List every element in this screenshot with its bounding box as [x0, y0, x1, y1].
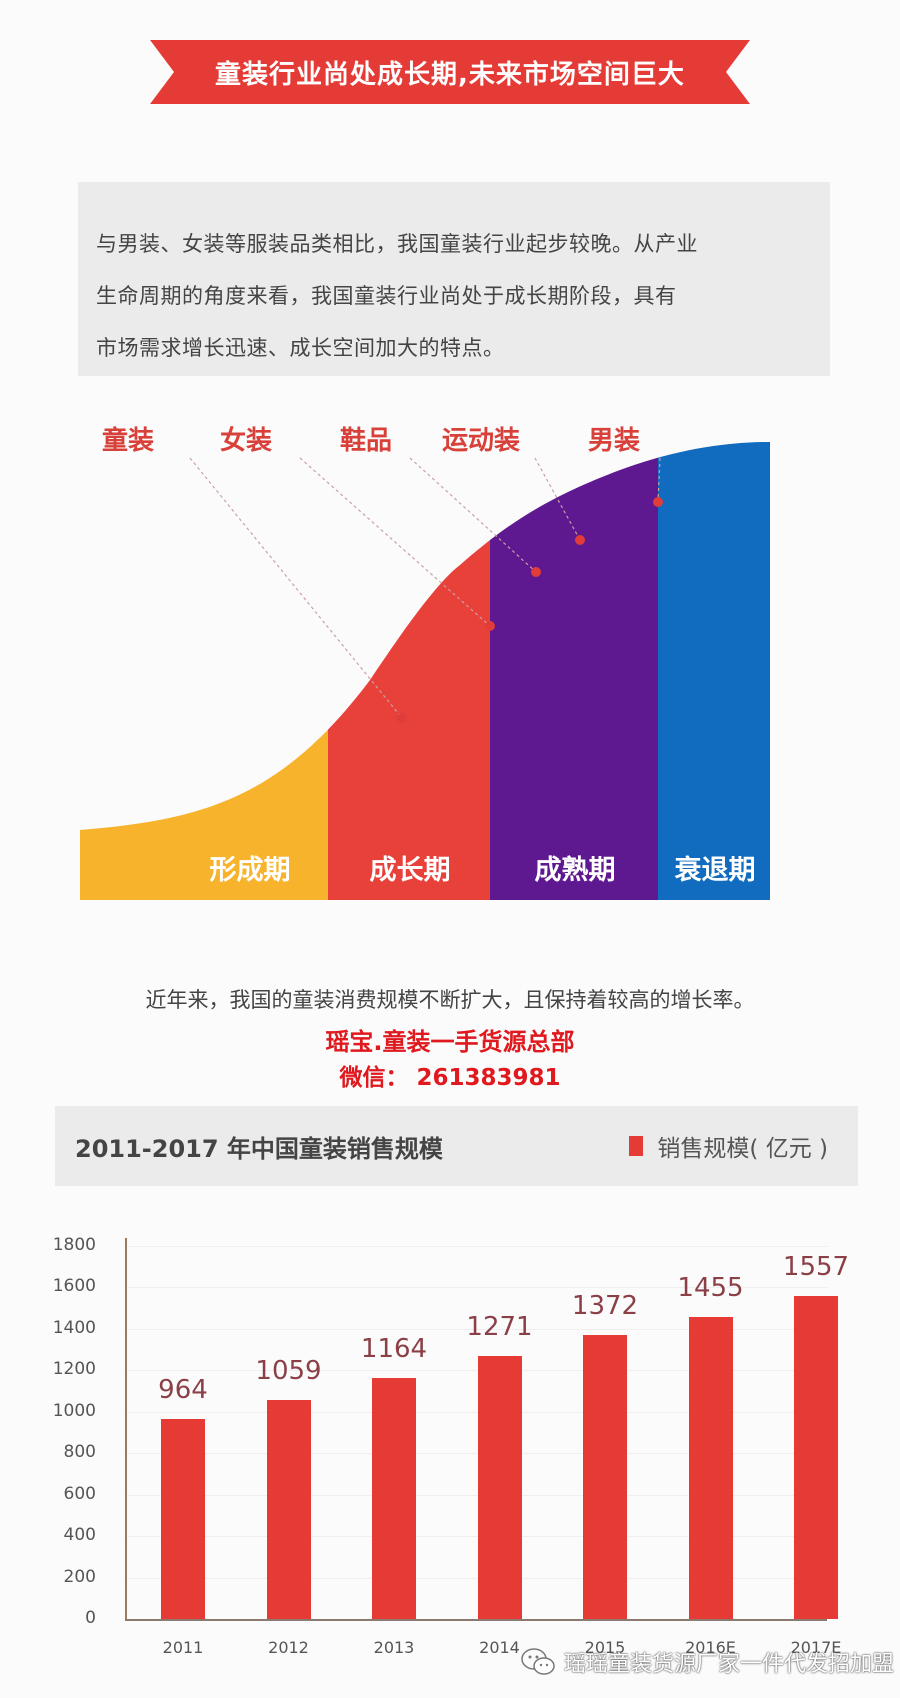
category-label-kids: 童装 [102, 426, 155, 456]
y-tick-label: 200 [63, 1566, 96, 1587]
gridline [127, 1287, 827, 1289]
bar-2016E [688, 1317, 733, 1619]
y-tick-label: 800 [63, 1442, 96, 1463]
bar-2015 [583, 1334, 627, 1619]
gridline [127, 1328, 827, 1330]
bar-value-label: 1557 [782, 1252, 850, 1283]
category-label-shoes: 鞋品 [340, 426, 393, 456]
gridline [127, 1536, 827, 1538]
bar-value-label: 1164 [360, 1333, 428, 1364]
gridline [127, 1494, 827, 1496]
bar-value-label: 1059 [255, 1355, 322, 1386]
x-tick-label: 2015 [584, 1638, 626, 1657]
promo-wechat: 微信： 261383981 [339, 1065, 561, 1091]
gridline [127, 1577, 827, 1579]
stage-decline: 衰退期 [674, 855, 756, 886]
watermark-text: 瑶瑶童装货源厂家一件代发招加盟 [564, 1652, 895, 1677]
bar-chart-header: 2011-2017 年中国童装销售规模 销售规模( 亿元 ) [55, 1106, 858, 1186]
y-tick-label: 1800 [52, 1235, 96, 1255]
legend-label: 销售规模( 亿元 ) [657, 1136, 828, 1162]
x-tick-label: 2012 [268, 1638, 309, 1657]
wechat-icon [521, 1648, 555, 1675]
intro-line-1: 与男装、女装等服装品类相比，我国童装行业起步较晚。从产业 [96, 232, 698, 256]
y-tick-label: 400 [63, 1525, 96, 1546]
gridline [127, 1370, 827, 1372]
category-label-women: 女装 [220, 426, 273, 456]
bar-value-label: 964 [158, 1375, 208, 1406]
gridline [127, 1453, 827, 1455]
stage-formation: 形成期 [209, 855, 291, 886]
intro-box: 与男装、女装等服装品类相比，我国童装行业起步较晚。从产业 生命周期的角度来看，我… [78, 182, 830, 376]
bar-value-label: 1372 [571, 1290, 639, 1321]
chart-legend: 销售规模( 亿元 ) [629, 1129, 828, 1163]
title-banner: 童装行业尚处成长期,未来市场空间巨大 [150, 40, 750, 104]
bar-value-label: 1455 [677, 1273, 744, 1304]
y-tick-label: 1000 [52, 1400, 96, 1421]
y-tick-label: 1200 [52, 1359, 96, 1380]
x-tick-label: 2013 [373, 1638, 415, 1657]
stage-growth: 成长期 [369, 855, 451, 886]
y-tick-label: 1600 [52, 1276, 96, 1297]
gridline [127, 1411, 827, 1413]
bar-2013 [372, 1377, 416, 1619]
y-tick-label: 0 [85, 1608, 96, 1628]
y-axis [125, 1238, 127, 1620]
legend-swatch-icon [629, 1136, 644, 1156]
x-tick-label: 2017E [790, 1638, 842, 1657]
x-tick-label: 2014 [479, 1638, 520, 1657]
stage-maturity: 成熟期 [534, 855, 616, 886]
x-axis [125, 1619, 827, 1621]
growth-statement: 近年来，我国的童装消费规模不断扩大，且保持着较高的增长率。 [145, 988, 755, 1012]
bar-2011 [161, 1419, 205, 1619]
x-tick-label: 2011 [162, 1638, 204, 1657]
wechat-watermark: 瑶瑶童装货源厂家一件代发招加盟 [520, 1646, 894, 1678]
category-label-sportswear: 运动装 [442, 426, 521, 456]
promo-brand: 瑶宝.童装一手货源总部 [325, 1028, 575, 1056]
bar-2012 [266, 1399, 311, 1619]
bar-value-label: 1271 [466, 1311, 533, 1342]
intro-line-2: 生命周期的角度来看，我国童装行业尚处于成长期阶段，具有 [96, 284, 677, 308]
y-tick-label: 600 [63, 1483, 96, 1504]
y-tick-label: 1400 [52, 1317, 96, 1338]
sales-bar-chart: 1800 1600 1400 1200 1000 800 600 400 200 0 964 2011… [0, 1200, 900, 1698]
x-tick-label: 2016E [685, 1638, 736, 1657]
chart-title: 2011-2017 年中国童装销售规模 [75, 1134, 443, 1163]
banner-title: 童装行业尚处成长期,未来市场空间巨大 [215, 59, 685, 90]
lifecycle-chart: 童装 女装 鞋品 运动装 男装 形成期 成长期 成熟期 衰退期 [80, 420, 840, 900]
intro-line-3: 市场需求增长迅速、成长空间加大的特点。 [96, 336, 505, 360]
bar-2017E [794, 1296, 838, 1619]
gridline [127, 1246, 827, 1247]
bar-2014 [477, 1355, 522, 1619]
lifecycle-curve-graphic [80, 442, 770, 900]
category-label-men: 男装 [588, 426, 641, 456]
